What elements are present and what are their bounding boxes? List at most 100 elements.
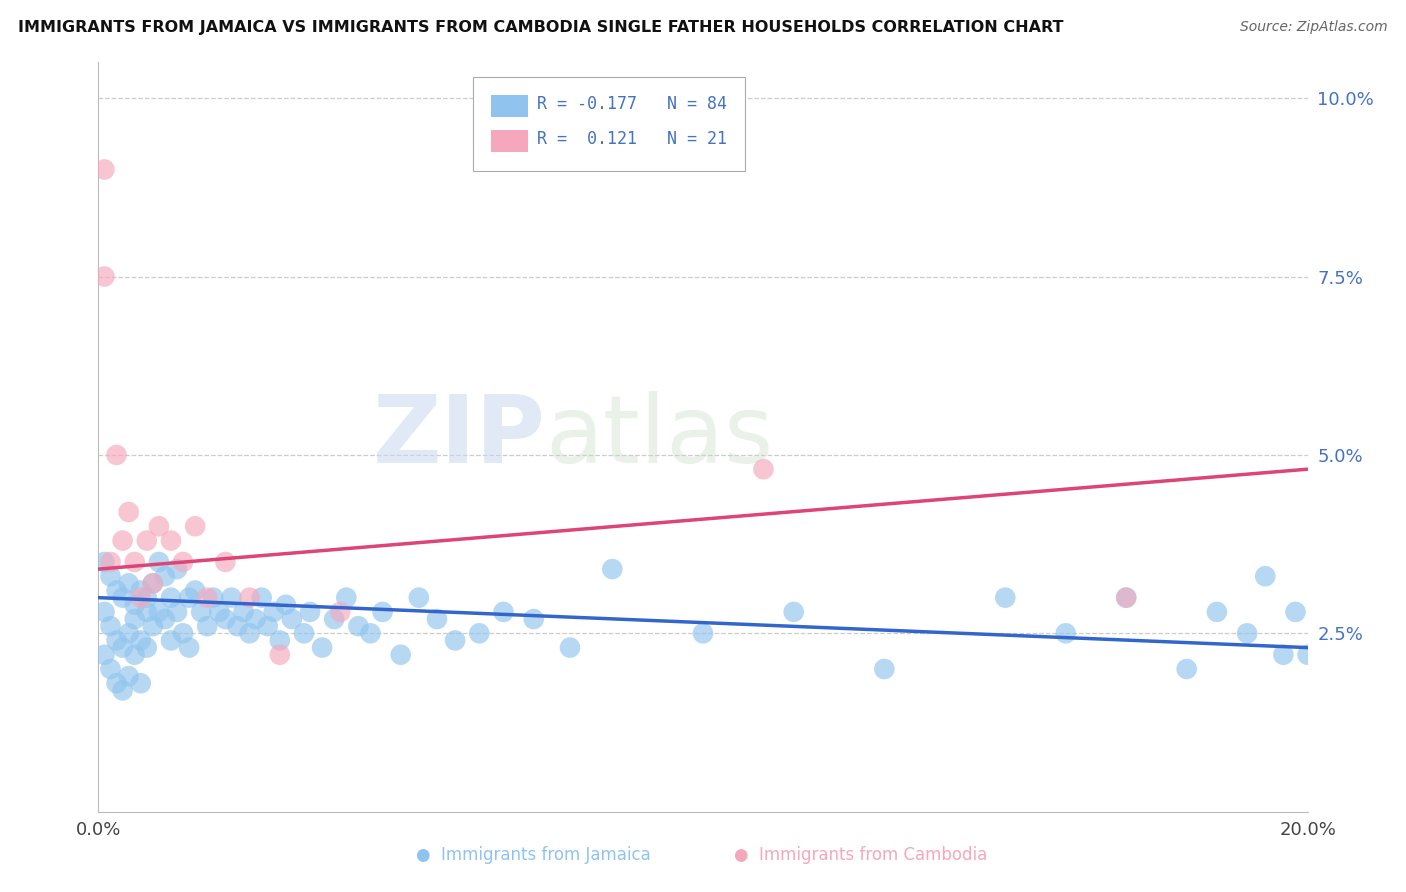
Point	[105, 448, 128, 462]
Point	[329, 605, 352, 619]
Point	[105, 633, 128, 648]
Point	[105, 676, 128, 690]
Point	[100, 619, 122, 633]
Point	[148, 605, 170, 619]
Point	[299, 605, 322, 619]
Point	[389, 648, 412, 662]
Point	[602, 562, 624, 576]
Point	[245, 612, 267, 626]
Point	[269, 633, 291, 648]
Point	[160, 533, 183, 548]
Point	[873, 662, 896, 676]
Point	[135, 533, 157, 548]
Point	[129, 633, 152, 648]
Point	[93, 648, 115, 662]
Point	[111, 683, 134, 698]
Point	[269, 648, 291, 662]
Point	[111, 533, 134, 548]
Point	[124, 555, 146, 569]
Point	[124, 598, 146, 612]
Point	[408, 591, 430, 605]
Text: R = -0.177   N = 84: R = -0.177 N = 84	[537, 95, 727, 112]
Point	[1236, 626, 1258, 640]
Point	[129, 583, 152, 598]
Point	[93, 555, 115, 569]
Point	[1115, 591, 1137, 605]
Point	[347, 619, 370, 633]
Point	[492, 605, 515, 619]
Point	[142, 619, 165, 633]
Point	[292, 626, 315, 640]
Point	[93, 269, 115, 284]
Point	[135, 591, 157, 605]
Point	[135, 605, 157, 619]
Text: IMMIGRANTS FROM JAMAICA VS IMMIGRANTS FROM CAMBODIA SINGLE FATHER HOUSEHOLDS COR: IMMIGRANTS FROM JAMAICA VS IMMIGRANTS FR…	[18, 20, 1064, 35]
Point	[335, 591, 357, 605]
Text: R =  0.121   N = 21: R = 0.121 N = 21	[537, 130, 727, 148]
Point	[93, 162, 115, 177]
Point	[160, 591, 183, 605]
Point	[124, 612, 146, 626]
Point	[118, 576, 141, 591]
Point	[124, 648, 146, 662]
Point	[783, 605, 806, 619]
Point	[135, 640, 157, 655]
Point	[100, 662, 122, 676]
Point	[221, 591, 243, 605]
Point	[558, 640, 581, 655]
Point	[1254, 569, 1277, 583]
Point	[226, 619, 249, 633]
Point	[256, 619, 278, 633]
Point	[105, 583, 128, 598]
Point	[1206, 605, 1229, 619]
Point	[148, 519, 170, 533]
Point	[93, 605, 115, 619]
FancyBboxPatch shape	[474, 78, 745, 171]
Point	[214, 612, 236, 626]
Point	[250, 591, 273, 605]
Point	[1175, 662, 1198, 676]
Point	[118, 505, 141, 519]
Point	[523, 612, 546, 626]
Text: atlas: atlas	[546, 391, 775, 483]
Point	[311, 640, 333, 655]
Point	[179, 640, 201, 655]
Point	[118, 626, 141, 640]
Point	[1296, 648, 1319, 662]
Point	[323, 612, 346, 626]
Point	[239, 591, 262, 605]
Point	[190, 605, 212, 619]
Point	[100, 555, 122, 569]
Point	[232, 605, 254, 619]
Bar	[492, 130, 527, 153]
Point	[426, 612, 449, 626]
Text: Source: ZipAtlas.com: Source: ZipAtlas.com	[1240, 20, 1388, 34]
Point	[172, 626, 194, 640]
Point	[129, 676, 152, 690]
Point	[142, 576, 165, 591]
Point	[111, 591, 134, 605]
Point	[184, 519, 207, 533]
Point	[444, 633, 467, 648]
Text: ●  Immigrants from Cambodia: ● Immigrants from Cambodia	[734, 847, 987, 864]
Point	[994, 591, 1017, 605]
Point	[153, 569, 176, 583]
Point	[1054, 626, 1077, 640]
Bar	[492, 95, 527, 117]
Point	[166, 562, 188, 576]
Point	[202, 591, 225, 605]
Point	[184, 583, 207, 598]
Point	[752, 462, 775, 476]
Point	[195, 619, 218, 633]
Point	[208, 605, 231, 619]
Point	[468, 626, 491, 640]
Point	[263, 605, 285, 619]
Point	[100, 569, 122, 583]
Point	[1284, 605, 1306, 619]
Point	[118, 669, 141, 683]
Point	[1115, 591, 1137, 605]
Text: ZIP: ZIP	[373, 391, 546, 483]
Point	[129, 591, 152, 605]
Point	[1272, 648, 1295, 662]
Point	[172, 555, 194, 569]
